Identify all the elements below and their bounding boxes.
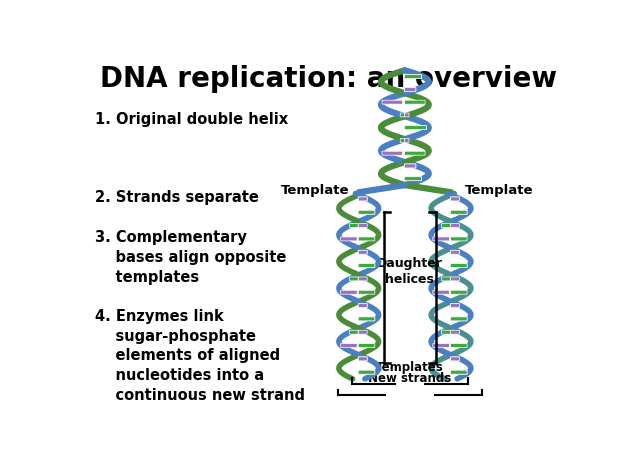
FancyBboxPatch shape (358, 237, 375, 241)
FancyBboxPatch shape (451, 210, 467, 214)
FancyBboxPatch shape (358, 197, 367, 201)
Text: Daughter
helices: Daughter helices (377, 257, 443, 286)
FancyBboxPatch shape (451, 224, 460, 227)
FancyBboxPatch shape (400, 113, 405, 117)
FancyBboxPatch shape (451, 290, 467, 294)
FancyBboxPatch shape (451, 197, 460, 201)
FancyBboxPatch shape (404, 88, 416, 91)
FancyBboxPatch shape (340, 290, 357, 294)
FancyBboxPatch shape (451, 210, 467, 214)
FancyBboxPatch shape (349, 330, 358, 334)
FancyBboxPatch shape (404, 164, 416, 168)
FancyBboxPatch shape (451, 343, 467, 348)
FancyBboxPatch shape (451, 317, 467, 321)
FancyBboxPatch shape (433, 290, 449, 294)
FancyBboxPatch shape (442, 224, 451, 227)
FancyBboxPatch shape (358, 370, 375, 374)
FancyBboxPatch shape (382, 100, 403, 104)
FancyBboxPatch shape (451, 357, 460, 361)
FancyBboxPatch shape (358, 197, 367, 201)
FancyBboxPatch shape (358, 357, 367, 361)
FancyBboxPatch shape (451, 237, 467, 241)
FancyBboxPatch shape (433, 343, 449, 348)
FancyBboxPatch shape (451, 250, 460, 254)
Text: Template: Template (465, 184, 533, 197)
Text: 2. Strands separate: 2. Strands separate (95, 191, 259, 206)
FancyBboxPatch shape (358, 357, 367, 361)
FancyBboxPatch shape (451, 370, 467, 374)
FancyBboxPatch shape (451, 197, 460, 201)
FancyBboxPatch shape (349, 277, 358, 281)
FancyBboxPatch shape (451, 277, 460, 281)
FancyBboxPatch shape (451, 370, 467, 374)
FancyBboxPatch shape (451, 357, 460, 361)
FancyBboxPatch shape (404, 151, 425, 155)
FancyBboxPatch shape (340, 237, 357, 241)
FancyBboxPatch shape (358, 317, 375, 321)
FancyBboxPatch shape (404, 177, 421, 181)
FancyBboxPatch shape (358, 210, 375, 214)
Text: 1. Original double helix: 1. Original double helix (95, 111, 288, 127)
FancyBboxPatch shape (358, 250, 367, 254)
FancyBboxPatch shape (358, 224, 367, 227)
FancyBboxPatch shape (358, 303, 367, 308)
Text: Templates: Templates (376, 361, 444, 374)
FancyBboxPatch shape (358, 303, 367, 308)
FancyBboxPatch shape (340, 343, 357, 348)
FancyBboxPatch shape (451, 250, 460, 254)
FancyBboxPatch shape (404, 126, 426, 130)
FancyBboxPatch shape (442, 277, 451, 281)
FancyBboxPatch shape (442, 330, 451, 334)
FancyBboxPatch shape (358, 330, 367, 334)
FancyBboxPatch shape (404, 177, 421, 181)
Text: 3. Complementary
    bases align opposite
    templates: 3. Complementary bases align opposite te… (95, 230, 286, 285)
FancyBboxPatch shape (404, 164, 416, 168)
FancyBboxPatch shape (400, 138, 405, 143)
FancyBboxPatch shape (404, 100, 425, 104)
FancyBboxPatch shape (451, 303, 460, 308)
Text: 4. Enzymes link
    sugar-phosphate
    elements of aligned
    nucleotides into: 4. Enzymes link sugar-phosphate elements… (95, 309, 305, 403)
FancyBboxPatch shape (358, 264, 375, 267)
FancyBboxPatch shape (358, 317, 375, 321)
FancyBboxPatch shape (451, 264, 467, 267)
FancyBboxPatch shape (451, 317, 467, 321)
FancyBboxPatch shape (358, 343, 375, 348)
FancyBboxPatch shape (358, 264, 375, 267)
FancyBboxPatch shape (358, 370, 375, 374)
Text: New strands: New strands (368, 372, 451, 385)
FancyBboxPatch shape (358, 277, 367, 281)
Text: Template: Template (282, 184, 350, 197)
FancyBboxPatch shape (404, 75, 421, 79)
FancyBboxPatch shape (382, 151, 403, 155)
FancyBboxPatch shape (358, 250, 367, 254)
FancyBboxPatch shape (358, 290, 375, 294)
FancyBboxPatch shape (433, 237, 449, 241)
FancyBboxPatch shape (451, 264, 467, 267)
FancyBboxPatch shape (404, 138, 409, 143)
FancyBboxPatch shape (404, 126, 426, 130)
FancyBboxPatch shape (349, 224, 358, 227)
Text: DNA replication: an overview: DNA replication: an overview (99, 65, 557, 93)
FancyBboxPatch shape (451, 303, 460, 308)
FancyBboxPatch shape (404, 75, 421, 79)
FancyBboxPatch shape (404, 113, 409, 117)
FancyBboxPatch shape (404, 88, 416, 91)
FancyBboxPatch shape (451, 330, 460, 334)
FancyBboxPatch shape (358, 210, 375, 214)
